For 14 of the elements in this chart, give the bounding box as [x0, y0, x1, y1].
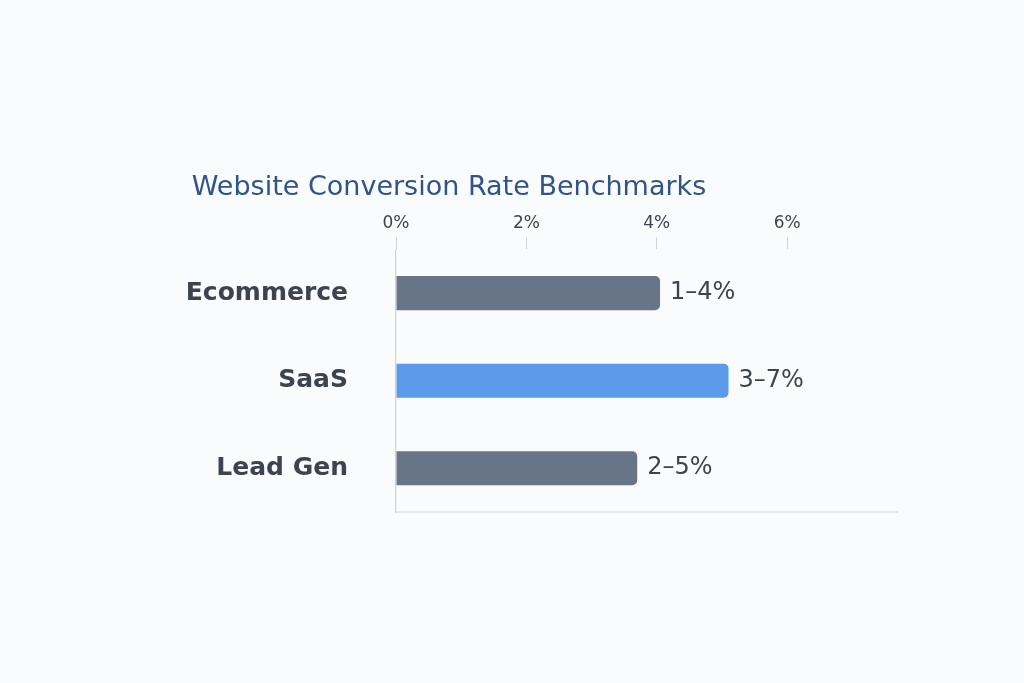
y-tick-label: Ecommerce [185, 276, 348, 306]
annotation: 2–5% [647, 452, 713, 481]
y-tick-label: SaaS [278, 364, 348, 394]
bar [396, 363, 729, 398]
chart-title: Website Conversion Rate Benchmarks [191, 170, 707, 202]
annotation: 1–4% [670, 277, 736, 306]
x-tick-label: 2% [512, 211, 540, 232]
y-tick-label: Lead Gen [216, 451, 348, 481]
bar [396, 451, 638, 486]
x-tick-label: 0% [382, 211, 410, 232]
bar [396, 276, 661, 311]
annotation: 3–7% [738, 364, 804, 393]
x-tick-label: 6% [773, 211, 801, 232]
x-tick-label: 4% [643, 211, 671, 232]
